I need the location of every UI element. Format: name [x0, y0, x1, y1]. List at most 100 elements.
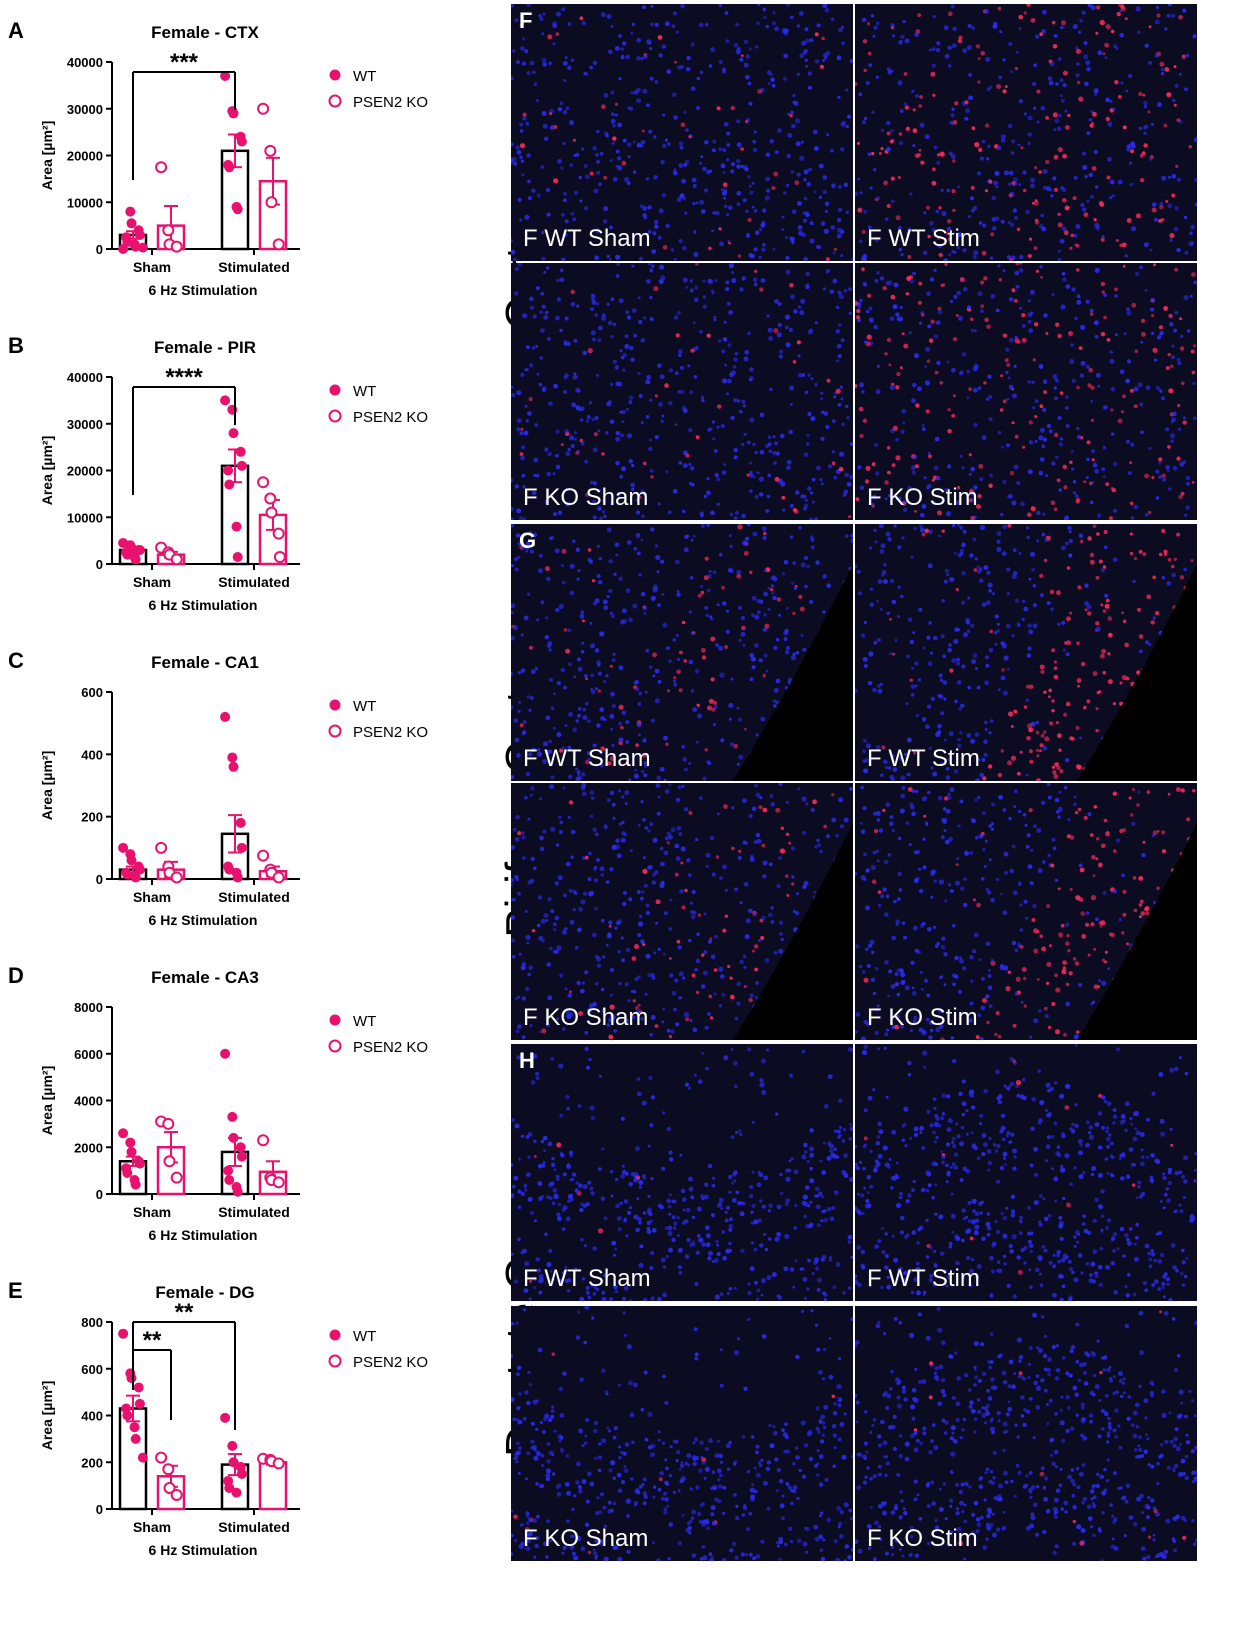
data-point-ko [163, 1481, 176, 1494]
data-point-wt [236, 1468, 247, 1479]
data-point-ko [265, 196, 278, 209]
data-point-ko [170, 240, 183, 253]
micrograph-tile: F KO Sham [511, 783, 853, 1040]
y-axis-label: Area [µm²] [39, 436, 55, 506]
x-axis-label: 6 Hz Stimulation [149, 597, 258, 613]
data-point-wt [220, 1412, 231, 1423]
micrograph-tile: F KO Sham [511, 263, 853, 520]
data-point-wt [130, 1433, 141, 1444]
y-tick-label: 30000 [67, 102, 103, 117]
x-axis-label: 6 Hz Stimulation [149, 1227, 258, 1243]
data-point-ko [265, 506, 278, 519]
data-point-wt [118, 1328, 129, 1339]
significance-stars: *** [170, 49, 199, 76]
y-axis-label: Area [µm²] [39, 121, 55, 191]
data-point-wt [228, 1132, 239, 1143]
data-point-wt [223, 1165, 234, 1176]
chart-title: Female - CTX [151, 23, 259, 42]
data-point-ko [257, 102, 270, 115]
y-tick-label: 20000 [67, 149, 103, 164]
micrograph-image [855, 1044, 1197, 1301]
data-point-wt [228, 1457, 239, 1468]
micrograph-caption: F KO Sham [523, 1004, 649, 1031]
panel-letter: E [8, 1278, 23, 1303]
data-point-wt [224, 1174, 235, 1185]
micrograph-tile: F KO Sham [511, 1306, 853, 1561]
data-point-wt [236, 136, 247, 147]
chart-title: Female - CA1 [151, 653, 259, 672]
legend-marker-wt [329, 1014, 341, 1026]
y-tick-label: 200 [81, 1455, 103, 1470]
micrograph-image [855, 524, 1197, 781]
chart-title: Female - DG [155, 1283, 254, 1302]
legend-marker-wt [329, 1329, 341, 1341]
x-tick-label: Sham [133, 259, 171, 275]
micrograph-image [511, 4, 853, 261]
legend-marker-wt [329, 69, 341, 81]
panel-letter: F [519, 8, 533, 33]
micrograph-tile: F F WT Sham [511, 4, 853, 261]
data-point-wt [118, 842, 129, 853]
y-tick-label: 800 [81, 1315, 103, 1330]
x-axis-label: 6 Hz Stimulation [149, 1542, 258, 1558]
data-point-wt [223, 465, 234, 476]
legend-label-wt: WT [353, 1328, 376, 1345]
x-tick-label: Stimulated [218, 259, 290, 275]
micrograph-image [511, 263, 853, 520]
panel-letter: H [519, 1048, 535, 1073]
y-tick-label: 10000 [67, 195, 103, 210]
legend-marker-wt [329, 699, 341, 711]
data-point-wt [133, 1382, 144, 1393]
y-tick-label: 6000 [74, 1047, 103, 1062]
panel-letter: C [8, 648, 24, 673]
micrograph-image [855, 4, 1197, 261]
data-point-wt [228, 761, 239, 772]
micrograph-image [511, 1306, 853, 1561]
micrograph-caption: F KO Stim [867, 1525, 978, 1552]
y-tick-label: 400 [81, 1409, 103, 1424]
panel-letter: G [519, 528, 537, 553]
micrograph-caption: F KO Sham [523, 1525, 649, 1552]
data-point-wt [224, 479, 235, 490]
legend-label-ko: PSEN2 KO [353, 94, 428, 111]
y-tick-label: 200 [81, 810, 103, 825]
micrograph-image [511, 1046, 853, 1301]
data-point-wt [130, 1179, 141, 1190]
data-point-wt [220, 1048, 231, 1059]
legend-label-wt: WT [353, 383, 376, 400]
data-point-wt [126, 218, 137, 229]
data-point-wt [126, 1373, 137, 1384]
micrograph-caption: F WT Stim [867, 745, 980, 772]
data-point-wt [232, 551, 243, 562]
y-axis-label: Area [µm²] [39, 751, 55, 821]
legend-marker-ko [328, 724, 342, 738]
legend-marker-ko [328, 1039, 342, 1053]
data-point-wt [134, 544, 145, 555]
y-tick-label: 40000 [67, 55, 103, 70]
data-point-wt [134, 1158, 145, 1169]
data-point-ko [257, 476, 270, 489]
micrograph-tile: H F WT Sham [511, 1044, 853, 1301]
y-tick-label: 2000 [74, 1140, 103, 1155]
legend-label-wt: WT [353, 68, 376, 85]
y-tick-label: 4000 [74, 1094, 103, 1109]
x-tick-label: Stimulated [218, 889, 290, 905]
data-point-ko [273, 550, 286, 563]
micrograph-caption: F KO Stim [867, 484, 978, 511]
data-point-wt [227, 1111, 238, 1122]
legend-marker-ko [328, 1354, 342, 1368]
data-point-ko [162, 1117, 175, 1130]
data-point-wt [228, 108, 239, 119]
y-axis-label: Area [µm²] [39, 1381, 55, 1451]
data-point-wt [227, 1440, 238, 1451]
micrograph-caption: F WT Sham [523, 225, 651, 252]
y-tick-label: 30000 [67, 417, 103, 432]
data-point-ko [272, 1176, 285, 1189]
data-point-wt [231, 1487, 242, 1498]
significance-stars: **** [165, 364, 203, 391]
data-point-ko [155, 841, 168, 854]
legend-marker-ko [328, 94, 342, 108]
data-point-wt [232, 872, 243, 883]
data-point-wt [122, 1410, 133, 1421]
x-tick-label: Sham [133, 889, 171, 905]
